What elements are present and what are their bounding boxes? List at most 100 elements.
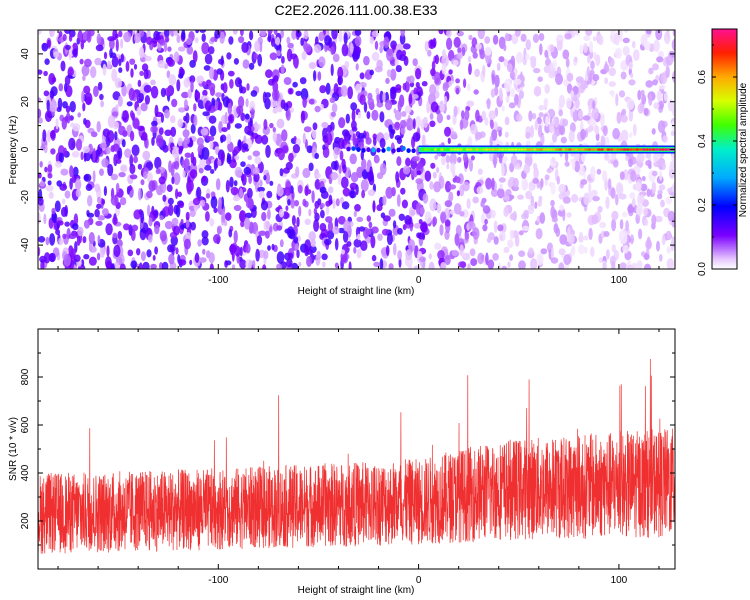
heatmap-cell	[205, 211, 210, 222]
heatmap-cell	[656, 152, 661, 160]
heatmap-cell	[213, 234, 221, 244]
signal-dot	[513, 148, 518, 151]
heatmap-cell	[143, 69, 149, 80]
heatmap-cell	[639, 194, 645, 204]
heatmap-cell	[288, 229, 296, 240]
heatmap-cell	[64, 190, 71, 199]
heatmap-cell	[611, 261, 616, 269]
heatmap-cell	[602, 125, 608, 137]
heatmap-cell	[572, 85, 579, 96]
x-tick-label: 100	[611, 575, 628, 586]
heatmap-cell	[614, 47, 623, 59]
heatmap-cell	[419, 207, 425, 215]
heatmap-cell	[421, 134, 426, 147]
heatmap-cell	[189, 209, 196, 218]
heatmap-cell	[385, 77, 390, 84]
heatmap-cell	[150, 263, 157, 269]
heatmap-cell	[630, 234, 634, 245]
heatmap-cell	[628, 79, 636, 86]
heatmap-cell	[385, 186, 394, 199]
heatmap-cell	[139, 70, 144, 76]
signal-dot	[443, 148, 447, 151]
heatmap-cell	[55, 118, 59, 130]
heatmap-cell	[175, 247, 179, 255]
heatmap-cell	[367, 97, 375, 107]
heatmap-cell	[402, 43, 411, 50]
heatmap-cell	[559, 204, 565, 212]
heatmap-cell	[446, 30, 452, 38]
heatmap-cell	[107, 60, 111, 70]
heatmap-cell	[170, 126, 177, 137]
heatmap-cell	[281, 145, 289, 153]
heatmap-cell	[550, 205, 556, 219]
signal-onset-dot	[411, 148, 416, 154]
heatmap-cell	[503, 246, 510, 254]
heatmap-cell	[520, 33, 527, 42]
heatmap-cell	[197, 239, 202, 247]
heatmap-cell	[562, 49, 570, 60]
heatmap-cell	[338, 117, 346, 129]
signal-dot	[484, 148, 489, 151]
heatmap-cell	[314, 44, 322, 53]
heatmap-cell	[462, 250, 466, 261]
signal-dot	[609, 148, 614, 151]
heatmap-cell	[177, 46, 186, 52]
heatmap-cell	[518, 250, 526, 257]
heatmap-cell	[173, 160, 180, 170]
heatmap-cell	[501, 265, 507, 269]
heatmap-cell	[612, 159, 619, 168]
heatmap-cell	[666, 258, 675, 269]
heatmap-cell	[62, 101, 68, 109]
heatmap-cell	[180, 218, 184, 225]
x-tick-label: -100	[208, 575, 228, 586]
heatmap-cell	[504, 79, 512, 92]
heatmap-cell	[271, 243, 275, 251]
heatmap-cell	[82, 236, 87, 244]
heatmap-cell	[655, 30, 663, 41]
heatmap-cell	[182, 170, 186, 179]
heatmap-cell	[308, 208, 312, 217]
heatmap-cell	[112, 30, 118, 41]
heatmap-cell	[283, 77, 292, 85]
heatmap-cell	[325, 205, 330, 215]
heatmap-cell	[546, 54, 550, 67]
heatmap-cell	[439, 224, 444, 236]
heatmap-cell	[140, 210, 145, 224]
heatmap-cell	[192, 50, 198, 63]
heatmap-cell	[535, 228, 543, 240]
heatmap-cell	[102, 63, 107, 76]
heatmap-cell	[117, 95, 123, 107]
heatmap-cell	[255, 248, 260, 262]
signal-dot	[436, 148, 441, 151]
signal-dot	[648, 148, 652, 151]
heatmap-cell	[299, 77, 307, 85]
heatmap-cell	[112, 232, 118, 239]
heatmap-cell	[432, 216, 438, 226]
heatmap-cell	[611, 218, 617, 232]
heatmap-cell	[199, 30, 207, 33]
heatmap-cell	[643, 253, 650, 260]
heatmap-cell	[100, 100, 104, 108]
heatmap-cell	[540, 134, 545, 145]
heatmap-cell	[628, 132, 633, 138]
heatmap-cell	[430, 39, 434, 48]
heatmap-cell	[256, 235, 263, 246]
heatmap-cell	[115, 38, 119, 52]
heatmap-cell	[401, 111, 407, 117]
heatmap-cell	[51, 76, 57, 83]
heatmap-cell	[213, 207, 218, 214]
heatmap-cell	[618, 90, 626, 98]
heatmap-cell	[123, 31, 132, 43]
heatmap-cell	[114, 131, 118, 141]
heatmap-cell	[375, 87, 380, 95]
heatmap-cell	[552, 132, 558, 143]
heatmap-cell	[620, 129, 629, 143]
heatmap-cell	[221, 210, 226, 223]
signal-dot	[642, 148, 646, 151]
heatmap-cell	[583, 35, 591, 41]
heatmap-cell	[386, 69, 392, 78]
heatmap-cell	[429, 84, 437, 96]
heatmap-cell	[325, 200, 331, 207]
heatmap-cell	[94, 57, 102, 66]
heatmap-cell	[339, 196, 344, 204]
